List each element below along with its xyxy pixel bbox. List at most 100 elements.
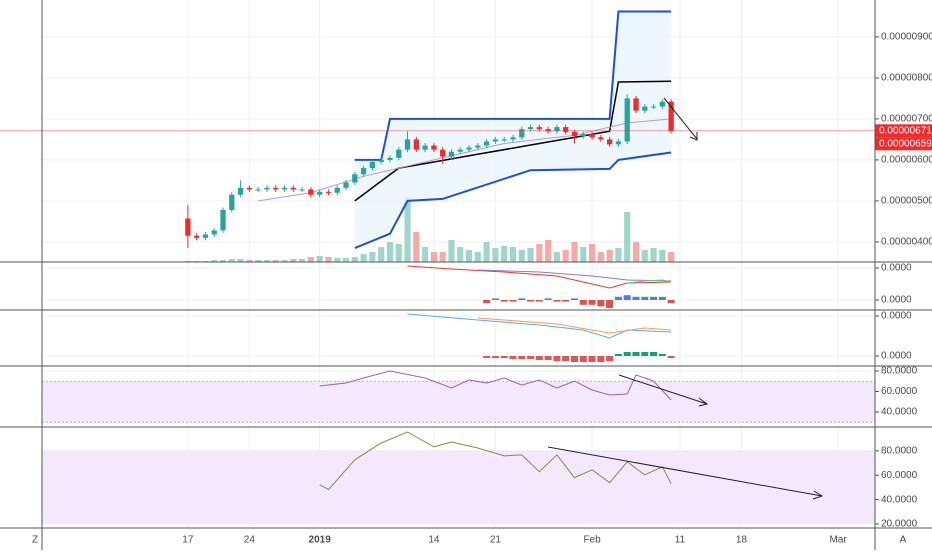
- candle-body: [571, 132, 578, 137]
- volume-bar: [474, 252, 481, 262]
- volume-bar: [404, 197, 411, 262]
- histogram-bar: [667, 356, 675, 358]
- volume-bar: [228, 259, 235, 262]
- corner-label[interactable]: Z: [32, 535, 38, 546]
- histogram-bar: [553, 356, 561, 361]
- candle-body: [404, 139, 411, 150]
- indicator-line: [477, 317, 672, 334]
- price-label-box: [875, 137, 932, 151]
- y-tick-label: 0.0000: [881, 295, 912, 306]
- candle-body: [519, 129, 525, 138]
- histogram-bar: [544, 356, 552, 360]
- y-tick-label: 40.0000: [881, 494, 918, 505]
- volume-bar: [448, 240, 455, 262]
- volume-bar: [606, 250, 613, 262]
- histogram-bar: [535, 356, 543, 360]
- candle-body: [501, 139, 507, 141]
- y-tick-label: 60.0000: [881, 386, 918, 397]
- histogram-bar: [553, 300, 561, 302]
- candle-body: [457, 149, 463, 152]
- corner-label[interactable]: A: [900, 535, 907, 546]
- histogram-bar: [483, 356, 491, 358]
- volume-bar: [562, 250, 569, 262]
- volume-bar: [518, 250, 525, 262]
- histogram-bar: [632, 296, 640, 300]
- y-tick-label: 40.0000: [881, 407, 918, 418]
- candle-body: [510, 137, 516, 140]
- candle-body: [369, 161, 376, 169]
- histogram-bar: [500, 356, 508, 358]
- candle-body: [606, 139, 613, 145]
- y-tick-label: 0.0000: [881, 263, 912, 274]
- candle-body: [598, 137, 604, 140]
- volume-bar: [659, 250, 666, 262]
- candle-body: [378, 159, 384, 162]
- candle-body: [194, 235, 200, 238]
- histogram-bar: [570, 356, 579, 362]
- histogram-bar: [650, 352, 658, 356]
- histogram-bar: [658, 296, 666, 300]
- histogram-bar: [562, 300, 570, 302]
- x-tick-label: 14: [428, 535, 440, 546]
- arrow-head: [812, 490, 824, 500]
- volume-bar: [439, 252, 446, 262]
- candle-body: [317, 191, 323, 195]
- histogram-bar: [658, 354, 666, 356]
- volume-bar: [492, 248, 499, 262]
- x-tick-label: Mar: [829, 535, 847, 546]
- volume-bar: [527, 248, 534, 262]
- trend-arrow: [618, 374, 708, 405]
- trend-arrow: [547, 446, 823, 497]
- candle-body: [185, 218, 191, 236]
- histogram-bar: [641, 296, 649, 300]
- histogram-bar: [588, 300, 596, 305]
- candle-body: [413, 139, 419, 150]
- histogram-bar: [491, 298, 499, 300]
- arrow-head: [698, 397, 709, 407]
- volume-bar: [624, 212, 631, 262]
- histogram-bar: [614, 296, 622, 300]
- candle-body: [554, 127, 560, 132]
- candle-body: [343, 182, 349, 188]
- histogram-bar: [535, 300, 543, 302]
- volume-bar: [457, 247, 464, 262]
- histogram-bar: [597, 300, 605, 307]
- y-tick-label: 0.00000600: [881, 155, 932, 166]
- histogram-bar: [527, 356, 535, 359]
- candle-body: [659, 101, 665, 107]
- histogram-bar: [588, 356, 596, 362]
- volume-bar: [571, 242, 578, 262]
- candle-body: [668, 101, 674, 131]
- candle-body: [615, 141, 622, 145]
- indicator-line: [354, 151, 672, 250]
- candle-body: [352, 174, 358, 183]
- candle-body: [475, 145, 481, 148]
- candle-body: [589, 134, 595, 138]
- price-label: 0.00000671: [879, 125, 932, 136]
- volume-bar: [290, 259, 297, 262]
- volume-bar: [632, 242, 640, 262]
- volume-bar: [263, 260, 271, 262]
- x-tick-label: 11: [675, 535, 686, 546]
- volume-bar: [597, 252, 604, 262]
- candle-body: [360, 168, 367, 175]
- volume-bar: [246, 260, 253, 262]
- volume-bar: [536, 244, 543, 262]
- volume-bar: [211, 260, 218, 262]
- volume-bar: [545, 240, 552, 262]
- volume-bar: [430, 252, 437, 262]
- volume-bar: [395, 244, 402, 262]
- volume-bar: [272, 260, 279, 262]
- indicator-line: [319, 370, 672, 401]
- volume-bar: [483, 242, 490, 262]
- candle-body: [308, 189, 314, 195]
- candle-body: [202, 234, 209, 238]
- price-label-box: [875, 124, 932, 138]
- volume-bar: [360, 254, 367, 262]
- histogram-bar: [667, 300, 675, 304]
- candle-body: [264, 187, 270, 190]
- candle-body: [334, 187, 340, 193]
- histogram-bar: [500, 300, 508, 302]
- histogram-bar: [509, 300, 517, 302]
